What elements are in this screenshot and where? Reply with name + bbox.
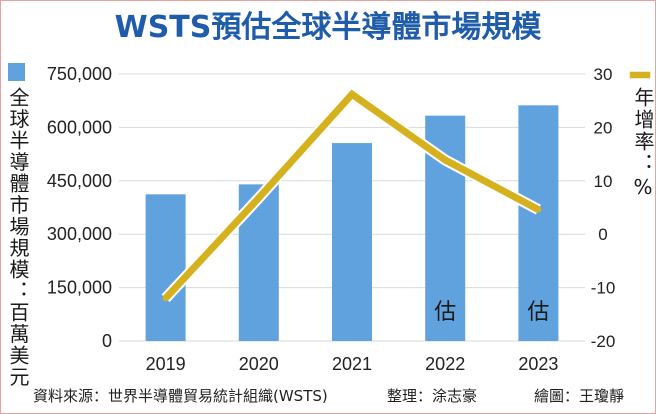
y2-tick-label: 20 [594, 118, 613, 137]
y-tick-label: 450,000 [47, 171, 112, 191]
growth-rate-point-2021 [349, 91, 355, 98]
estimate-mark: 估 [527, 300, 549, 325]
y-tick-label: 750,000 [47, 64, 112, 84]
right-axis-ticks: -20 -10 0 10 20 30 [591, 65, 616, 351]
growth-rate-point-2019 [162, 295, 169, 302]
x-tick-label: 2022 [425, 354, 465, 374]
estimate-mark: 估 [434, 300, 456, 325]
x-tick-label: 2019 [146, 354, 186, 374]
x-axis-ticks: 2019 2020 2021 2022 2023 [146, 354, 559, 374]
bar-series [145, 105, 559, 341]
y2-tick-label: -20 [591, 332, 616, 351]
legend-line-swatch [628, 70, 652, 80]
growth-rate-series [161, 86, 542, 303]
bar-2023 [518, 105, 559, 341]
legend-bar-swatch [8, 63, 25, 81]
x-tick-label: 2021 [332, 354, 372, 374]
y-tick-label: 300,000 [47, 224, 112, 244]
x-tick-label: 2023 [518, 354, 558, 374]
footer-editor: 整理：涂志豪 [387, 387, 477, 405]
y2-tick-label: 10 [594, 172, 613, 191]
chart-title: WSTS預估全球半導體市場規模 [114, 10, 542, 45]
bar-2021 [332, 143, 372, 341]
right-axis-label: 年增率：% [631, 87, 655, 201]
growth-rate-point-2020 [255, 194, 262, 201]
y2-tick-label: 30 [594, 65, 613, 84]
footer-artist: 繪圖：王瓊靜 [534, 387, 624, 405]
y-tick-label: 150,000 [47, 278, 112, 298]
x-tick-label: 2020 [239, 354, 279, 374]
y2-tick-label: 0 [598, 225, 607, 244]
y2-tick-label: -10 [591, 279, 616, 298]
footer-source: 資料來源：世界半導體貿易統計組織(WSTS) [33, 387, 328, 405]
left-axis-ticks: 0 150,000 300,000 450,000 600,000 750,000 [47, 64, 112, 351]
growth-rate-point-2023 [535, 206, 542, 213]
estimate-marks: 估估 [434, 300, 549, 325]
y-tick-label: 0 [102, 331, 112, 351]
bar-2019 [145, 194, 186, 341]
left-axis-label: 全球半導體市場規模：百萬美元 [6, 87, 30, 388]
y-tick-label: 600,000 [47, 117, 112, 137]
growth-rate-point-2022 [442, 156, 449, 163]
